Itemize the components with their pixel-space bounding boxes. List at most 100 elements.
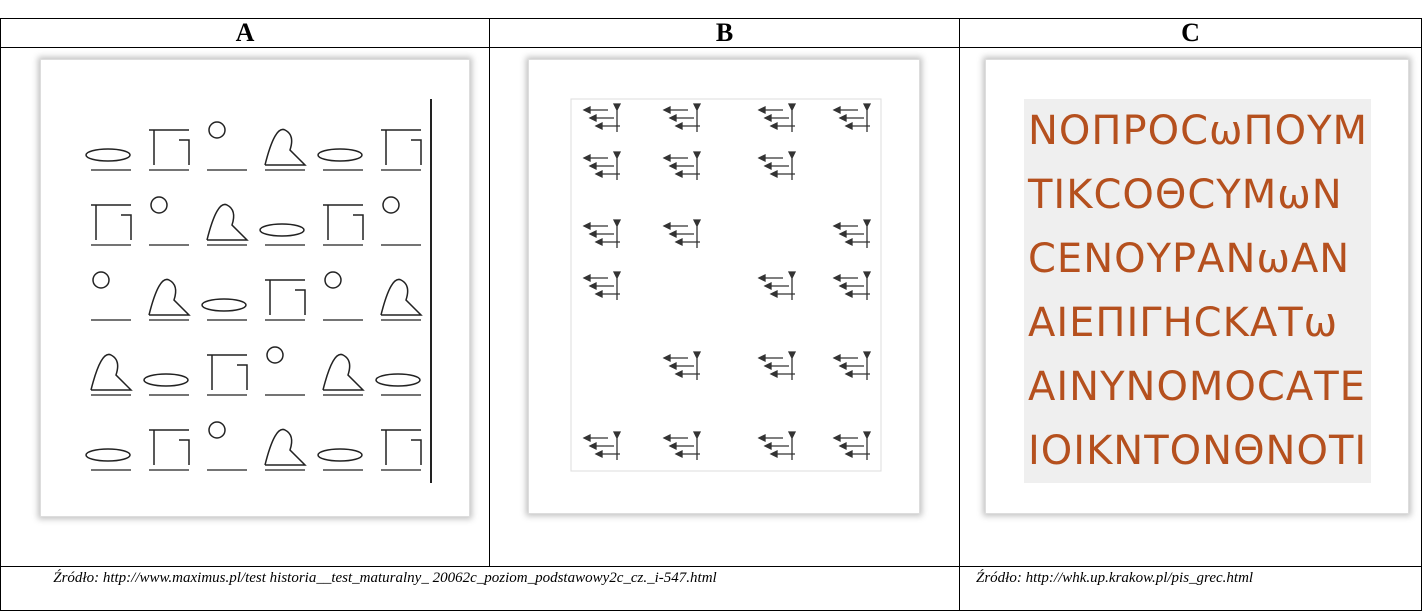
glyph-stroke xyxy=(692,219,702,248)
glyph-stroke xyxy=(588,113,614,123)
glyph-stroke xyxy=(757,153,783,163)
glyph-stroke xyxy=(862,351,872,380)
glyph-stroke xyxy=(832,105,858,115)
glyph-stroke xyxy=(668,441,694,451)
glyph-stroke xyxy=(208,121,226,139)
glyph-stroke xyxy=(85,448,131,462)
glyph-stroke xyxy=(763,441,789,451)
glyph-stroke xyxy=(862,219,872,248)
glyph-stroke xyxy=(757,433,783,443)
image-frame: ΝΟΠΡΟϹωΠΟΥΜ ΤΙΚϹΟΘϹΥΜωΝ ϹΕΝΟΥΡΑΝωΑΝ ΑΙΕΠΙΓΗ… xyxy=(985,59,1409,514)
glyph-stroke xyxy=(570,98,882,472)
glyph-stroke xyxy=(787,151,797,180)
glyph-stroke xyxy=(787,103,797,132)
glyph-stroke xyxy=(582,105,608,115)
glyph-stroke xyxy=(862,271,872,300)
glyph-stroke xyxy=(90,353,133,391)
hieroglyphs-image xyxy=(81,99,432,483)
glyph-stroke xyxy=(668,229,694,239)
greek-line: ΝΟΠΡΟϹωΠΟΥΜ xyxy=(1028,108,1369,154)
glyph-stroke xyxy=(668,361,694,371)
glyph-stroke xyxy=(317,448,363,462)
glyph-stroke xyxy=(662,433,688,443)
glyph-stroke xyxy=(763,281,789,291)
glyph-stroke xyxy=(662,153,688,163)
glyph-stroke xyxy=(692,431,702,460)
glyph-stroke xyxy=(381,429,422,465)
header-cell: A xyxy=(0,18,490,48)
glyph-stroke xyxy=(149,429,190,465)
glyph-stroke xyxy=(668,161,694,171)
glyph-stroke xyxy=(763,113,789,123)
glyph-stroke xyxy=(662,105,688,115)
glyph-stroke xyxy=(207,354,248,390)
glyph-stroke xyxy=(264,428,307,466)
glyph-stroke xyxy=(612,151,622,180)
glyph-stroke xyxy=(588,229,614,239)
header-cell: B xyxy=(489,18,960,48)
glyph-stroke xyxy=(662,353,688,363)
glyph-stroke xyxy=(81,99,431,483)
glyph-stroke xyxy=(763,361,789,371)
glyph-stroke xyxy=(757,273,783,283)
glyph-stroke xyxy=(612,271,622,300)
image-frame xyxy=(528,59,920,514)
glyph-stroke xyxy=(763,161,789,171)
image-frame xyxy=(40,59,470,517)
glyph-stroke xyxy=(588,281,614,291)
glyph-stroke xyxy=(692,351,702,380)
glyph-stroke xyxy=(757,105,783,115)
glyph-stroke xyxy=(838,229,864,239)
glyph-stroke xyxy=(582,221,608,231)
glyph-stroke xyxy=(149,129,190,165)
glyph-stroke xyxy=(322,353,365,391)
glyph-stroke xyxy=(382,196,400,214)
source-cell: Źródło: http://www.maximus.pl/test histo… xyxy=(0,566,960,611)
glyph-stroke xyxy=(757,353,783,363)
glyph-stroke xyxy=(612,431,622,460)
glyph-stroke xyxy=(381,129,422,165)
glyph-stroke xyxy=(668,113,694,123)
cuneiform-image xyxy=(570,98,882,472)
glyph-stroke xyxy=(380,278,423,316)
glyph-stroke xyxy=(787,271,797,300)
glyph-stroke xyxy=(787,431,797,460)
glyph-stroke xyxy=(832,273,858,283)
glyph-stroke xyxy=(838,281,864,291)
glyph-stroke xyxy=(838,361,864,371)
glyph-stroke xyxy=(832,221,858,231)
glyph-stroke xyxy=(662,221,688,231)
glyph-stroke xyxy=(588,161,614,171)
glyph-stroke xyxy=(150,196,168,214)
glyph-stroke xyxy=(862,103,872,132)
glyph-stroke xyxy=(85,148,131,162)
glyph-stroke xyxy=(838,441,864,451)
glyph-stroke xyxy=(264,128,307,166)
glyph-stroke xyxy=(375,373,421,387)
glyph-stroke xyxy=(862,431,872,460)
glyph-stroke xyxy=(266,346,284,364)
glyph-stroke xyxy=(143,373,189,387)
glyph-stroke xyxy=(265,279,306,315)
glyph-stroke xyxy=(692,103,702,132)
greek-line: ΤΙΚϹΟΘϹΥΜωΝ xyxy=(1028,172,1343,218)
glyph-stroke xyxy=(208,421,226,439)
glyph-stroke xyxy=(92,271,110,289)
greek-line: ΑΙΕΠΙΓΗϹΚΑΤω xyxy=(1028,300,1339,346)
glyph-stroke xyxy=(588,441,614,451)
glyph-stroke xyxy=(832,353,858,363)
greek-line: ΑΙΝΥΝΟΜΟϹΑΤΕ xyxy=(1028,364,1366,410)
greek-image: ΝΟΠΡΟϹωΠΟΥΜ ΤΙΚϹΟΘϹΥΜωΝ ϹΕΝΟΥΡΑΝωΑΝ ΑΙΕΠΙΓΗ… xyxy=(1024,99,1371,483)
glyph-stroke xyxy=(201,298,247,312)
header-cell: C xyxy=(959,18,1422,48)
greek-line: ϹΕΝΟΥΡΑΝωΑΝ xyxy=(1028,236,1351,282)
glyph-stroke xyxy=(612,103,622,132)
glyph-stroke xyxy=(206,203,249,241)
glyph-stroke xyxy=(324,271,342,289)
glyph-stroke xyxy=(148,278,191,316)
glyph-stroke xyxy=(832,433,858,443)
glyph-stroke xyxy=(582,433,608,443)
glyph-stroke xyxy=(692,151,702,180)
greek-line: ΙΟΙΚΝΤΟΝΘΝΟΤΙ xyxy=(1028,428,1368,474)
